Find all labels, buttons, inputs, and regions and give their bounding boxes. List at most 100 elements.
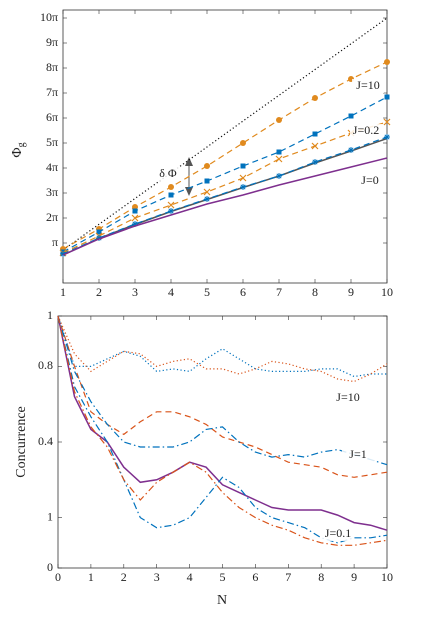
annotation: J=10 [356,78,379,92]
marker [60,251,66,257]
marker [312,95,318,101]
x-tick-label: 4 [168,285,174,299]
top-frame [62,9,388,284]
annotation: δ Φ [159,166,177,180]
series-line [62,121,388,254]
x-tick-label: 10 [381,285,393,299]
marker [204,196,210,202]
y-axis-label: Φg [10,142,27,157]
series-line [62,137,388,256]
marker [240,163,246,169]
x-tick-label: 5 [204,285,210,299]
annotation: J=0.2 [353,123,379,137]
series-line [57,315,387,378]
x-tick-label: 9 [348,285,354,299]
x-tick-label: 2 [121,570,127,584]
series-line [62,96,388,253]
y-tick-label: 3π [46,185,58,199]
series-line [62,157,388,256]
y-tick-label: 1 [47,308,53,322]
annotation-bg [332,391,364,405]
arrow-head [185,187,193,196]
marker [311,142,319,150]
marker [348,147,354,153]
marker [312,159,318,165]
y-tick-label: 6π [46,110,58,124]
marker [276,173,282,179]
x-tick-label: 5 [220,570,226,584]
marker [168,208,174,214]
y-tick-label: 9π [46,35,58,49]
x-axis-label: N [217,593,227,608]
x-tick-label: 4 [187,570,193,584]
marker [312,131,318,137]
annotation-bg [152,167,184,181]
marker [96,235,102,241]
series-line [62,61,388,250]
marker [383,118,391,126]
y-tick-label: 7π [46,85,58,99]
series-line [57,315,388,466]
marker [96,229,102,235]
annotation-bg [352,79,384,93]
x-tick-label: 0 [55,570,61,584]
annotation: J=0 [361,173,378,187]
marker [132,208,138,214]
y-tick-label: 0.4 [38,434,53,448]
marker [276,117,282,123]
marker [204,163,210,169]
series-line [62,136,388,255]
marker [348,113,354,119]
x-tick-label: 1 [60,285,66,299]
series-line [57,315,388,478]
series-line [57,315,388,544]
marker [168,192,174,198]
x-tick-label: 3 [132,285,138,299]
marker [167,201,175,209]
y-tick-label: 0.8 [38,358,53,372]
x-tick-label: 6 [240,285,246,299]
marker [168,184,174,190]
marker [132,221,138,227]
annotation: J=10 [336,390,359,404]
series-line [57,315,388,383]
x-tick-label: 10 [381,570,393,584]
marker [384,94,390,100]
y-label-sub: g [16,142,27,147]
marker [240,140,246,146]
y-tick-label: π [52,235,58,249]
x-tick-label: 1 [88,570,94,584]
y-axis-label: Concurrence [14,406,29,478]
marker [204,178,210,184]
x-tick-label: 8 [312,285,318,299]
annotation: J=0.1 [325,526,351,540]
series-line [57,315,388,531]
y-tick-label: 8π [46,60,58,74]
y-tick-label: 1 [47,509,53,523]
marker [131,214,139,222]
y-tick-label: 0 [47,560,53,574]
marker [203,188,211,196]
annotation-bg [354,174,386,188]
marker [384,59,390,65]
x-tick-label: 7 [285,570,291,584]
y-tick-label: 10π [40,10,58,24]
marker [276,149,282,155]
x-tick-label: 7 [276,285,282,299]
x-tick-label: 9 [351,570,357,584]
annotation-bg [322,527,354,541]
y-tick-label: 4π [46,160,58,174]
arrow-head [185,157,193,166]
x-tick-label: 6 [252,570,258,584]
series-line [62,17,388,251]
marker [240,184,246,190]
x-tick-label: 8 [318,570,324,584]
annotation-bg [350,124,382,138]
marker [275,155,283,163]
marker [384,134,390,140]
x-tick-label: 3 [154,570,160,584]
marker [239,174,247,182]
y-tick-label: 2π [46,210,58,224]
